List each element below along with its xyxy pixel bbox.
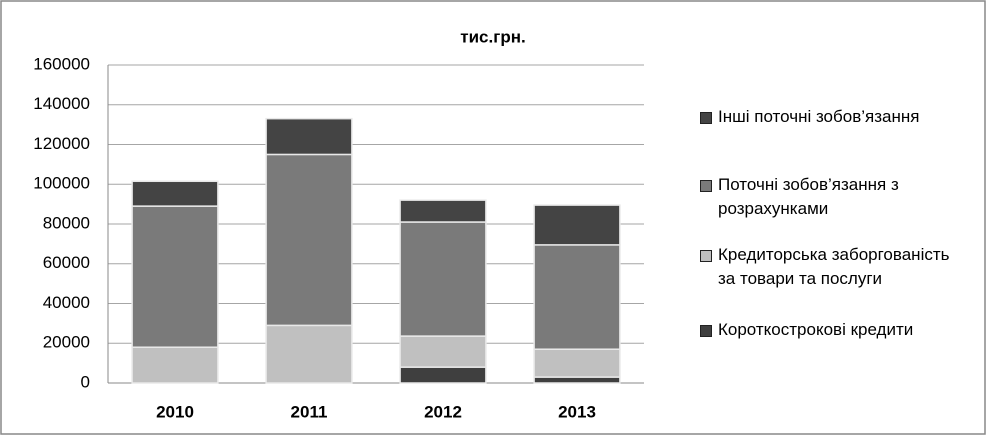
legend-item: Поточні зобов’язання з розрахунками (700, 173, 970, 221)
legend-label: Кредиторська заборгованість за товари та… (718, 245, 950, 288)
chart-title: тис.грн. (460, 27, 525, 46)
y-tick-label: 80000 (43, 213, 90, 232)
bar-segment (265, 153, 353, 327)
bar-segment (399, 221, 487, 337)
legend-label: Інші поточні зобов’язання (718, 107, 920, 126)
bar-segment (533, 204, 621, 246)
legend-swatch (700, 112, 712, 124)
x-tick-label: 2012 (424, 402, 462, 421)
y-tick-label: 100000 (33, 174, 90, 193)
y-tick-label: 20000 (43, 333, 90, 352)
legend-item: Кредиторська заборгованість за товари та… (700, 243, 970, 291)
bar-segment (131, 346, 219, 384)
y-tick-label: 0 (81, 372, 90, 391)
bar-segment (265, 324, 353, 384)
legend-swatch (700, 325, 712, 337)
x-tick-label: 2011 (291, 402, 328, 421)
legend-swatch (700, 180, 712, 192)
bar-segment (265, 117, 353, 156)
bar-segment (533, 244, 621, 350)
y-tick-label: 140000 (33, 94, 90, 113)
bar-segment (399, 335, 487, 368)
y-tick-label: 40000 (43, 293, 90, 312)
x-tick-label: 2013 (558, 402, 596, 421)
bar-segment (131, 180, 219, 207)
y-tick-label: 60000 (43, 253, 90, 272)
bar-segment (399, 199, 487, 223)
bar-segment (533, 376, 621, 384)
legend-label: Короткострокові кредити (718, 320, 914, 339)
legend-swatch (700, 250, 712, 262)
bar-segment (399, 366, 487, 384)
legend-item: Короткострокові кредити (700, 318, 970, 342)
y-tick-label: 120000 (33, 134, 90, 153)
y-tick-label: 160000 (33, 54, 90, 73)
legend-item: Інші поточні зобов’язання (700, 105, 970, 129)
x-tick-label: 2010 (156, 402, 194, 421)
bar-segment (533, 348, 621, 378)
legend-label: Поточні зобов’язання з розрахунками (718, 175, 899, 218)
bar-segment (131, 205, 219, 348)
